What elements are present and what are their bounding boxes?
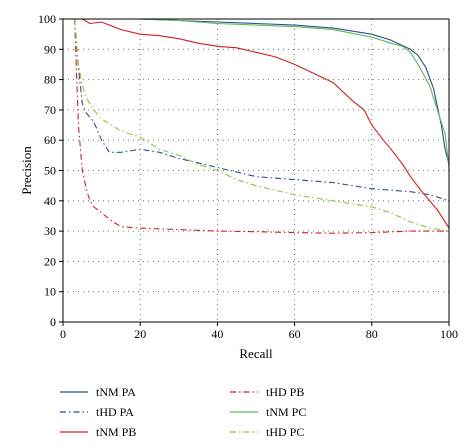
plot-frame <box>62 18 450 323</box>
x-tick-label: 100 <box>440 327 458 341</box>
y-tick-label: 80 <box>44 73 56 87</box>
x-tick-label: 0 <box>60 327 66 341</box>
x-tick-label: 40 <box>211 327 223 341</box>
y-axis-title: Precision <box>19 146 34 195</box>
y-tick-label: 10 <box>44 285 56 299</box>
x-axis-title: Recall <box>239 346 273 361</box>
x-tick-label: 80 <box>366 327 378 341</box>
y-tick-label: 60 <box>44 133 56 147</box>
y-tick-label: 70 <box>44 103 56 117</box>
y-tick-label: 0 <box>50 315 56 329</box>
series-line-tnm-pc <box>74 18 450 168</box>
series-line-tnm-pa <box>74 18 450 165</box>
y-tick-label: 40 <box>44 194 56 208</box>
y-tick-label: 30 <box>44 224 56 238</box>
series-line-tnm-pb <box>74 18 450 229</box>
x-tick-label: 20 <box>134 327 146 341</box>
y-tick-label: 50 <box>44 164 56 178</box>
legend-label: tHD PA <box>96 405 134 419</box>
series-lines <box>74 18 450 234</box>
legend: tNM PA tHD PA tNM PB tHD PB tNM PC tHD PC <box>60 385 306 439</box>
legend-label: tHD PB <box>266 385 304 399</box>
tick-labels: 0 10 20 30 40 50 60 70 80 90 100 0 20 40 60 80 100 <box>38 12 458 341</box>
series-line-thd-pa <box>74 18 450 202</box>
y-tick-label: 90 <box>44 42 56 56</box>
x-tick-label: 60 <box>289 327 301 341</box>
legend-label: tNM PB <box>96 425 136 439</box>
legend-label: tNM PC <box>266 405 306 419</box>
y-tick-label: 100 <box>38 12 56 26</box>
series-line-thd-pc <box>74 18 450 232</box>
legend-label: tHD PC <box>266 425 304 439</box>
y-tick-label: 20 <box>44 254 56 268</box>
series-line-thd-pb <box>74 18 449 234</box>
grid <box>63 19 449 322</box>
legend-label: tNM PA <box>96 385 136 399</box>
